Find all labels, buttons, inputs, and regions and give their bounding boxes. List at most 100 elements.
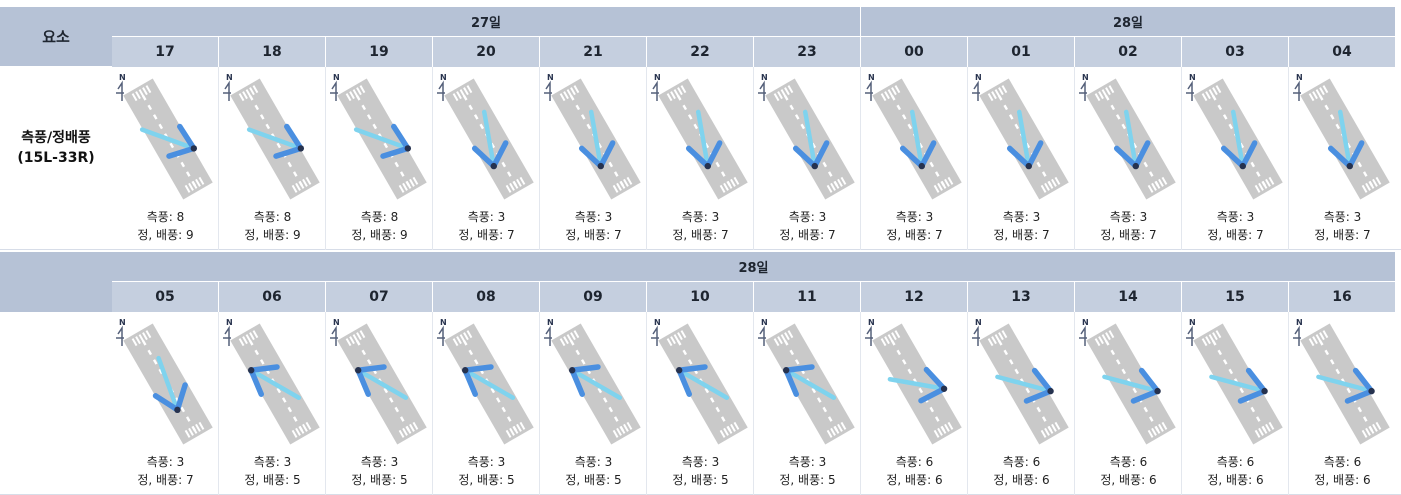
crosswind-value: 측풍: 3 (219, 453, 326, 471)
svg-text:N: N (868, 318, 875, 327)
svg-text:N: N (975, 73, 982, 82)
cell-divider (753, 67, 754, 250)
hour-header: 23 (754, 37, 860, 67)
hour-header: 10 (647, 282, 753, 312)
day-header-label: 28일 (1113, 12, 1143, 31)
wind-cell: N 측풍: 8 정, 배풍: 9 (219, 67, 326, 250)
svg-text:N: N (654, 318, 661, 327)
wind-values: 측풍: 3 정, 배풍: 7 (968, 208, 1075, 244)
crosswind-value: 측풍: 8 (112, 208, 219, 226)
hour-header-label: 20 (476, 44, 495, 60)
crosswind-value: 측풍: 3 (433, 453, 540, 471)
wind-cell: N 측풍: 3 정, 배풍: 7 (861, 67, 968, 250)
cell-divider (860, 67, 861, 250)
day-header: 28일 (861, 7, 1395, 36)
hour-header-label: 23 (797, 44, 816, 60)
hour-header-label: 00 (904, 44, 923, 60)
cell-divider (646, 312, 647, 495)
wind-values: 측풍: 6 정, 배풍: 6 (861, 453, 968, 489)
wind-values: 측풍: 6 정, 배풍: 6 (968, 453, 1075, 489)
svg-text:N: N (440, 73, 447, 82)
svg-text:N: N (1082, 318, 1089, 327)
cell-divider (967, 312, 968, 495)
wind-cell: N 측풍: 6 정, 배풍: 6 (1075, 312, 1182, 495)
row-label-line2: (15L-33R) (0, 148, 112, 168)
cell-divider (325, 67, 326, 250)
headtail-wind-value: 정, 배풍: 7 (433, 226, 540, 244)
crosswind-value: 측풍: 3 (754, 453, 861, 471)
cell-divider (218, 312, 219, 495)
hour-header: 07 (326, 282, 432, 312)
svg-text:N: N (868, 73, 875, 82)
day-header-label: 27일 (471, 12, 501, 31)
cell-divider (967, 67, 968, 250)
svg-text:N: N (547, 73, 554, 82)
crosswind-value: 측풍: 3 (968, 208, 1075, 226)
cell-divider (432, 67, 433, 250)
headtail-wind-value: 정, 배풍: 5 (647, 471, 754, 489)
wind-values: 측풍: 3 정, 배풍: 5 (754, 453, 861, 489)
cell-divider (1074, 67, 1075, 250)
cell-divider (646, 67, 647, 250)
hour-header-label: 06 (262, 289, 281, 305)
crosswind-value: 측풍: 8 (326, 208, 433, 226)
cell-divider (432, 312, 433, 495)
cell-divider (325, 312, 326, 495)
wind-cell: N 측풍: 3 정, 배풍: 7 (540, 67, 647, 250)
wind-values: 측풍: 8 정, 배풍: 9 (112, 208, 219, 244)
hour-header-label: 04 (1332, 44, 1351, 60)
headtail-wind-value: 정, 배풍: 7 (861, 226, 968, 244)
wind-cell: N 측풍: 6 정, 배풍: 6 (1182, 312, 1289, 495)
hour-header-label: 05 (155, 289, 174, 305)
svg-text:N: N (547, 318, 554, 327)
hour-header-label: 10 (690, 289, 709, 305)
svg-text:N: N (654, 73, 661, 82)
hour-header: 03 (1182, 37, 1288, 67)
hour-header: 21 (540, 37, 646, 67)
headtail-wind-value: 정, 배풍: 7 (968, 226, 1075, 244)
element-header-label: 요소 (42, 26, 70, 47)
crosswind-value: 측풍: 6 (1182, 453, 1289, 471)
crosswind-value: 측풍: 3 (1075, 208, 1182, 226)
wind-values: 측풍: 3 정, 배풍: 7 (754, 208, 861, 244)
headtail-wind-value: 정, 배풍: 5 (326, 471, 433, 489)
wind-cell: N 측풍: 3 정, 배풍: 5 (326, 312, 433, 495)
headtail-wind-value: 정, 배풍: 7 (1289, 226, 1396, 244)
hour-header: 08 (433, 282, 539, 312)
wind-values: 측풍: 8 정, 배풍: 9 (326, 208, 433, 244)
hour-header: 19 (326, 37, 432, 67)
headtail-wind-value: 정, 배풍: 9 (112, 226, 219, 244)
cell-divider (860, 312, 861, 495)
wind-values: 측풍: 3 정, 배풍: 7 (647, 208, 754, 244)
headtail-wind-value: 정, 배풍: 7 (540, 226, 647, 244)
wind-values: 측풍: 3 정, 배풍: 7 (1075, 208, 1182, 244)
hour-header: 17 (112, 37, 218, 67)
hour-header: 18 (219, 37, 325, 67)
cell-divider (539, 312, 540, 495)
cell-divider (218, 67, 219, 250)
headtail-wind-value: 정, 배풍: 5 (754, 471, 861, 489)
wind-values: 측풍: 3 정, 배풍: 7 (540, 208, 647, 244)
hour-header: 22 (647, 37, 753, 67)
wind-cell: N 측풍: 3 정, 배풍: 5 (433, 312, 540, 495)
wind-cell: N 측풍: 3 정, 배풍: 7 (1182, 67, 1289, 250)
crosswind-value: 측풍: 3 (754, 208, 861, 226)
svg-text:N: N (1189, 73, 1196, 82)
wind-values: 측풍: 3 정, 배풍: 7 (1289, 208, 1396, 244)
hour-header: 20 (433, 37, 539, 67)
crosswind-value: 측풍: 6 (861, 453, 968, 471)
wind-cell: N 측풍: 3 정, 배풍: 5 (647, 312, 754, 495)
wind-cell: N 측풍: 3 정, 배풍: 7 (647, 67, 754, 250)
crosswind-value: 측풍: 8 (219, 208, 326, 226)
hour-header: 04 (1289, 37, 1395, 67)
crosswind-value: 측풍: 3 (861, 208, 968, 226)
headtail-wind-value: 정, 배풍: 6 (861, 471, 968, 489)
hour-header-label: 14 (1118, 289, 1137, 305)
headtail-wind-value: 정, 배풍: 7 (1182, 226, 1289, 244)
crosswind-value: 측풍: 3 (647, 208, 754, 226)
headtail-wind-value: 정, 배풍: 7 (1075, 226, 1182, 244)
svg-text:N: N (226, 73, 233, 82)
hour-header: 09 (540, 282, 646, 312)
headtail-wind-value: 정, 배풍: 5 (219, 471, 326, 489)
crosswind-value: 측풍: 3 (540, 208, 647, 226)
